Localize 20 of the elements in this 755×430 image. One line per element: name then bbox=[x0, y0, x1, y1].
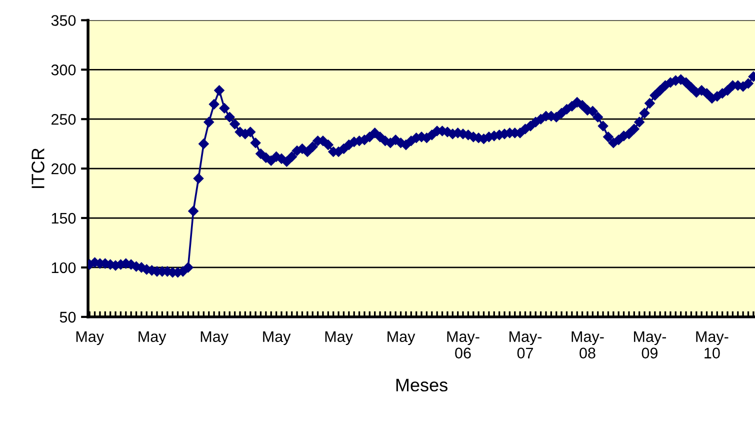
y-tick-label: 50 bbox=[60, 312, 76, 323]
x-axis-title: Meses bbox=[396, 378, 448, 392]
x-tick-label: May bbox=[388, 331, 416, 346]
x-tick-label: May bbox=[200, 331, 228, 346]
x-tick-label: May- 07 bbox=[510, 331, 542, 358]
y-tick-label: 150 bbox=[52, 212, 76, 224]
x-tick-label: May bbox=[76, 331, 104, 346]
y-tick-label: 100 bbox=[52, 262, 76, 274]
y-tick-label: 350 bbox=[51, 15, 76, 26]
x-tick-label: May- 06 bbox=[447, 331, 480, 358]
x-tick-label: May bbox=[263, 331, 291, 346]
x-tick-label: May bbox=[138, 331, 166, 346]
x-tick-label: May- 09 bbox=[634, 331, 666, 358]
x-tick-label: May- 10 bbox=[696, 331, 728, 358]
x-tick-label: May- 08 bbox=[572, 331, 604, 358]
y-tick-label: 250 bbox=[52, 114, 76, 125]
y-tick-label: 300 bbox=[51, 64, 76, 76]
y-axis-title: ITCR bbox=[32, 148, 44, 188]
x-tick-label: May bbox=[325, 331, 353, 346]
y-tick-label: 200 bbox=[52, 163, 76, 174]
